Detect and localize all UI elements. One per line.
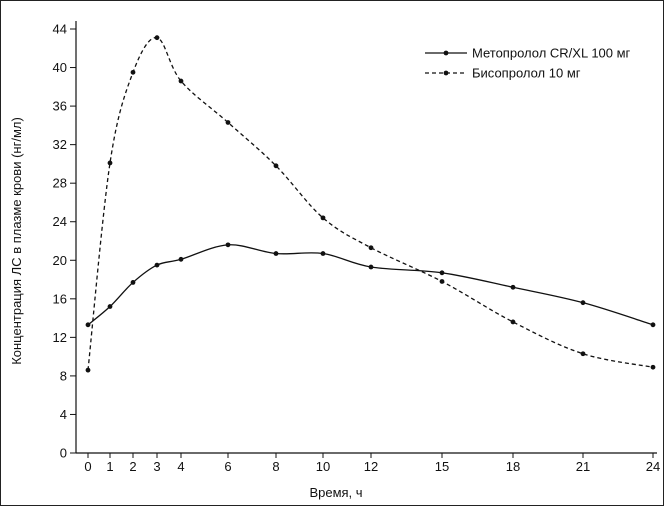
y-tick-label: 8 <box>60 368 67 383</box>
y-tick-label: 28 <box>53 176 67 191</box>
data-point <box>510 284 516 290</box>
y-tick-label: 44 <box>53 22 67 37</box>
series-1 <box>85 242 656 328</box>
x-tick-label: 4 <box>177 459 184 474</box>
series-line <box>87 37 654 371</box>
data-point <box>510 319 516 325</box>
legend-item: Метопролол CR/XL 100 мг <box>425 46 631 61</box>
data-point <box>320 251 326 256</box>
data-point <box>130 280 136 285</box>
x-tick-label: 3 <box>153 459 160 474</box>
x-tick-label: 15 <box>435 459 449 474</box>
series-line <box>87 244 654 326</box>
x-tick-label: 10 <box>316 459 330 474</box>
data-point <box>439 279 445 284</box>
series-layer <box>85 35 656 373</box>
data-point <box>154 262 160 268</box>
legend: Метопролол CR/XL 100 мг Бисопролол 10 мг <box>425 46 631 81</box>
data-point <box>154 35 160 41</box>
data-point <box>130 69 136 75</box>
legend-label: Бисопролол 10 мг <box>472 66 581 81</box>
data-point <box>178 256 184 262</box>
data-point <box>650 364 656 370</box>
series-2 <box>85 35 656 373</box>
legend-label: Метопролол CR/XL 100 мг <box>472 46 631 61</box>
data-point <box>439 270 445 276</box>
x-axis-title: Время, ч <box>309 485 362 500</box>
data-point <box>107 160 113 166</box>
x-tick-label: 18 <box>506 459 520 474</box>
x-tick-label: 6 <box>224 459 231 474</box>
data-point <box>178 78 184 84</box>
data-point <box>650 322 656 328</box>
y-axis-title: Концентрация ЛС в плазме крови (нг/мл) <box>9 117 24 365</box>
data-point <box>580 351 586 357</box>
data-point <box>273 251 279 256</box>
data-point <box>368 245 374 251</box>
x-tick-label: 1 <box>106 459 113 474</box>
data-point <box>85 322 91 328</box>
y-tick-label: 32 <box>53 137 67 152</box>
data-point <box>273 163 279 169</box>
x-tick-label: 2 <box>129 459 136 474</box>
y-tick-label: 4 <box>60 407 67 422</box>
data-point <box>225 242 231 248</box>
x-tick-label: 21 <box>576 459 590 474</box>
data-point <box>225 120 231 125</box>
y-tick-label: 40 <box>53 60 67 75</box>
x-tick-label: 0 <box>84 459 91 474</box>
x-tick-label: 12 <box>364 459 378 474</box>
legend-item: Бисопролол 10 мг <box>425 66 581 81</box>
data-point <box>107 304 113 309</box>
data-point <box>320 215 326 221</box>
x-tick-label: 24 <box>646 459 660 474</box>
y-tick-label: 36 <box>53 99 67 114</box>
data-point <box>580 300 586 306</box>
y-tick-label: 0 <box>60 446 67 461</box>
y-tick-label: 24 <box>53 214 67 229</box>
data-point <box>85 367 91 373</box>
legend-marker <box>443 70 449 76</box>
y-tick-label: 20 <box>53 253 67 268</box>
y-tick-label: 16 <box>53 291 67 306</box>
legend-marker <box>443 50 449 56</box>
data-point <box>368 264 374 270</box>
x-tick-label: 8 <box>272 459 279 474</box>
y-tick-label: 12 <box>53 330 67 345</box>
